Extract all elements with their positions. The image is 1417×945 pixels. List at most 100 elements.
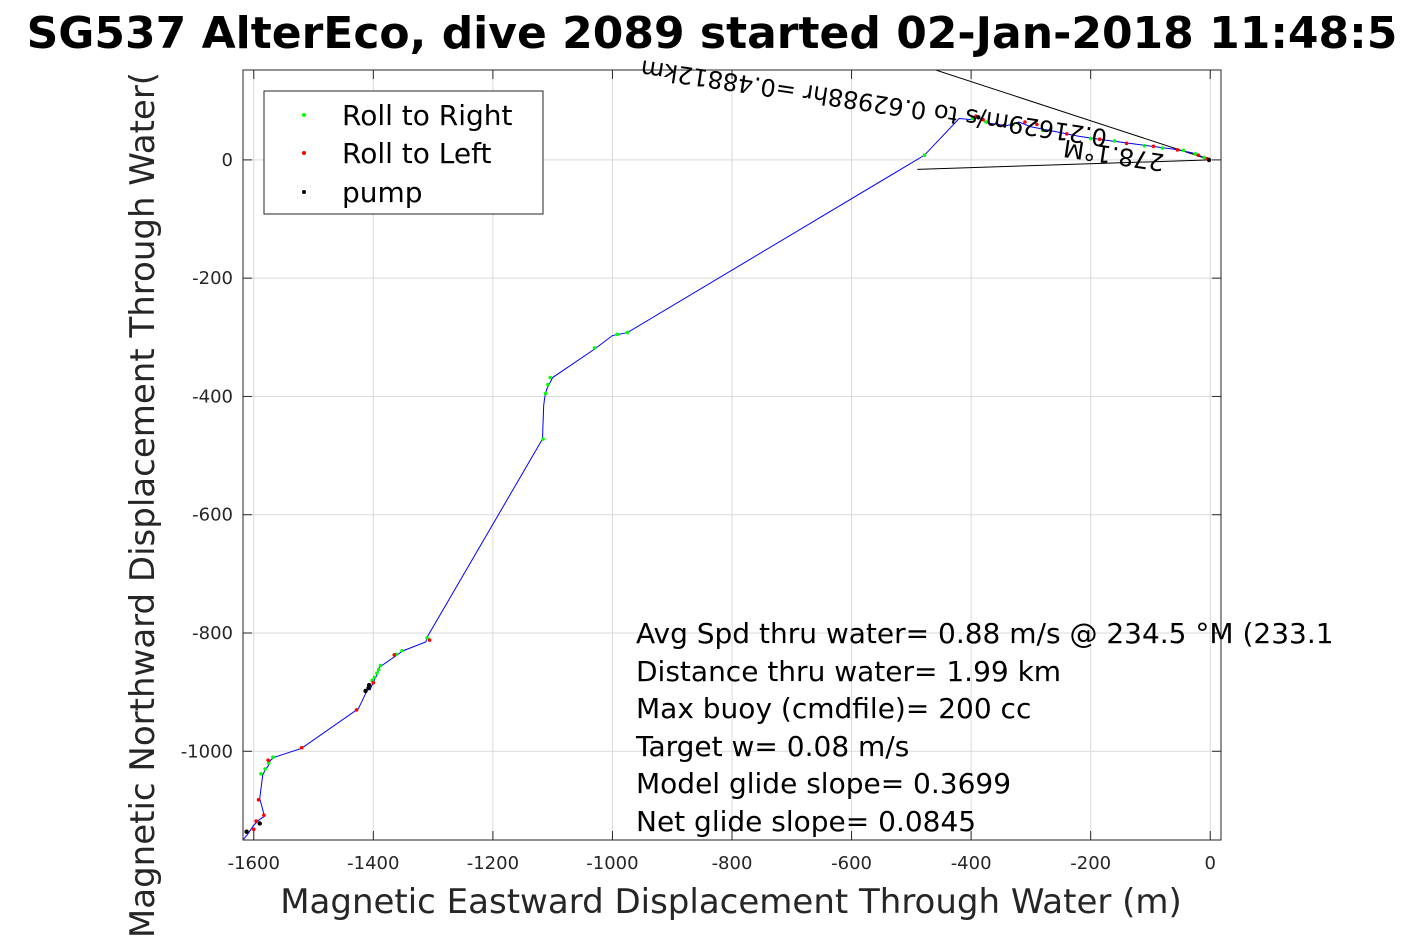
pump-point (257, 821, 262, 826)
roll-left-point (371, 680, 376, 685)
roll-right-point (376, 667, 381, 672)
track-line (243, 116, 1211, 840)
y-axis-label: Magnetic Northward Displacement Through … (123, 72, 163, 938)
roll-right-point (1142, 143, 1147, 148)
y-tick-label: -200 (192, 268, 233, 289)
stat-distance: Distance thru water= 1.99 km (636, 655, 1061, 688)
x-tick-label: -1600 (228, 853, 280, 874)
roll-right-point (1193, 152, 1198, 156)
legend-label-roll-left: Roll to Left (342, 137, 491, 170)
roll-right-point (984, 120, 988, 124)
roll-left-point (1175, 148, 1180, 152)
axes-frame (242, 69, 1222, 841)
roll-right-point (1088, 136, 1093, 141)
roll-left-point (1124, 141, 1129, 146)
current-arrow-shaft (933, 70, 1211, 161)
roll-left-point (1097, 137, 1102, 141)
roll-right-point (1202, 155, 1207, 160)
x-tick-label: -200 (1070, 853, 1111, 874)
roll-left-point (256, 797, 261, 802)
stat-target-w: Target w= 0.08 m/s (635, 730, 909, 763)
roll-right-point (548, 375, 553, 380)
roll-left-point (354, 708, 359, 712)
pump-point (363, 688, 368, 694)
roll-left-point (299, 745, 304, 750)
roll-right-point (546, 382, 550, 387)
x-tick-label: -600 (831, 853, 872, 874)
roll-right-point (1181, 148, 1186, 153)
roll-right-point (266, 761, 271, 765)
roll-right-point (378, 663, 383, 668)
roll-right-point (625, 330, 630, 335)
roll-left-point (262, 813, 266, 817)
roll-right-point (615, 332, 620, 337)
roll-right-point (922, 153, 927, 157)
roll-left-point (1151, 144, 1156, 149)
roll-left-point (1002, 123, 1006, 128)
legend-label-pump: pump (342, 176, 423, 209)
roll-left-point (981, 117, 985, 122)
y-tick-label: -600 (192, 505, 233, 526)
roll-right-point (372, 675, 377, 680)
stat-avg-speed: Avg Spd thru water= 0.88 m/s @ 234.5 °M … (636, 617, 1334, 650)
legend-box (263, 90, 544, 215)
x-tick-label: -1400 (347, 853, 399, 874)
x-tick-label: -400 (951, 853, 992, 874)
pump-point (1206, 157, 1212, 163)
current-arrow-side (917, 159, 1211, 170)
roll-left-point (1035, 122, 1039, 127)
roll-right-point (543, 391, 548, 396)
roll-right-point (970, 116, 975, 121)
stat-model-glide-slope: Model glide slope= 0.3699 (636, 767, 1011, 800)
roll-left-point (1064, 132, 1069, 136)
roll-right-point (263, 767, 267, 771)
roll-right-point (400, 648, 404, 653)
current-arrow (917, 70, 1211, 170)
roll-right-point (541, 437, 545, 441)
y-tick-label: 0 (222, 150, 233, 171)
y-tick-label: -400 (192, 386, 233, 407)
legend-marker-roll-right (302, 113, 306, 117)
dive-statistics: Avg Spd thru water= 0.88 m/s @ 234.5 °M … (635, 617, 1334, 838)
roll-right-point (425, 635, 429, 640)
stat-max-buoy: Max buoy (cmdfile)= 200 cc (636, 692, 1031, 725)
pump-series (244, 115, 1212, 834)
roll-left-point (251, 827, 256, 832)
stat-net-glide-slope: Net glide slope= 0.0845 (636, 805, 976, 838)
roll-left-point (427, 638, 432, 642)
roll-right-point (1160, 146, 1165, 150)
x-tick-label: -1200 (467, 853, 519, 874)
roll-left-series (251, 114, 1210, 832)
roll-left-point (1196, 153, 1201, 157)
x-tick-label: -1000 (586, 853, 638, 874)
roll-right-point (375, 671, 379, 676)
roll-left-point (1023, 120, 1027, 124)
roll-right-series (259, 116, 1207, 776)
x-tick-labels: -1600 -1400 -1200 -1000 -800 -600 -400 -200 0 (228, 853, 1216, 874)
roll-right-point (259, 771, 263, 776)
legend-label-roll-right: Roll to Right (342, 99, 513, 132)
pump-point (976, 115, 981, 120)
pump-point (366, 685, 371, 691)
y-tick-labels: -1000 -800 -600 -400 -200 0 (181, 150, 233, 762)
roll-right-point (1041, 128, 1045, 133)
legend: Roll to Right Roll to Left pump (263, 90, 544, 215)
x-tick-label: -800 (712, 853, 753, 874)
x-tick-label: 0 (1205, 853, 1216, 874)
y-tick-label: -1000 (181, 741, 233, 762)
track-series (243, 116, 1211, 840)
x-axis-label: Magnetic Eastward Displacement Through W… (280, 882, 1182, 922)
legend-marker-roll-left (302, 151, 306, 155)
roll-left-point (266, 758, 270, 762)
roll-left-point (254, 819, 258, 823)
pump-point (244, 829, 249, 834)
chart-title: SG537 AlterEco, dive 2089 started 02-Jan… (27, 8, 1398, 59)
roll-right-point (1011, 122, 1015, 127)
roll-right-point (592, 346, 597, 350)
roll-left-point (392, 653, 397, 657)
roll-right-point (1112, 139, 1117, 143)
legend-marker-pump (302, 190, 306, 194)
y-tick-label: -800 (192, 623, 233, 644)
roll-right-point (271, 755, 275, 760)
